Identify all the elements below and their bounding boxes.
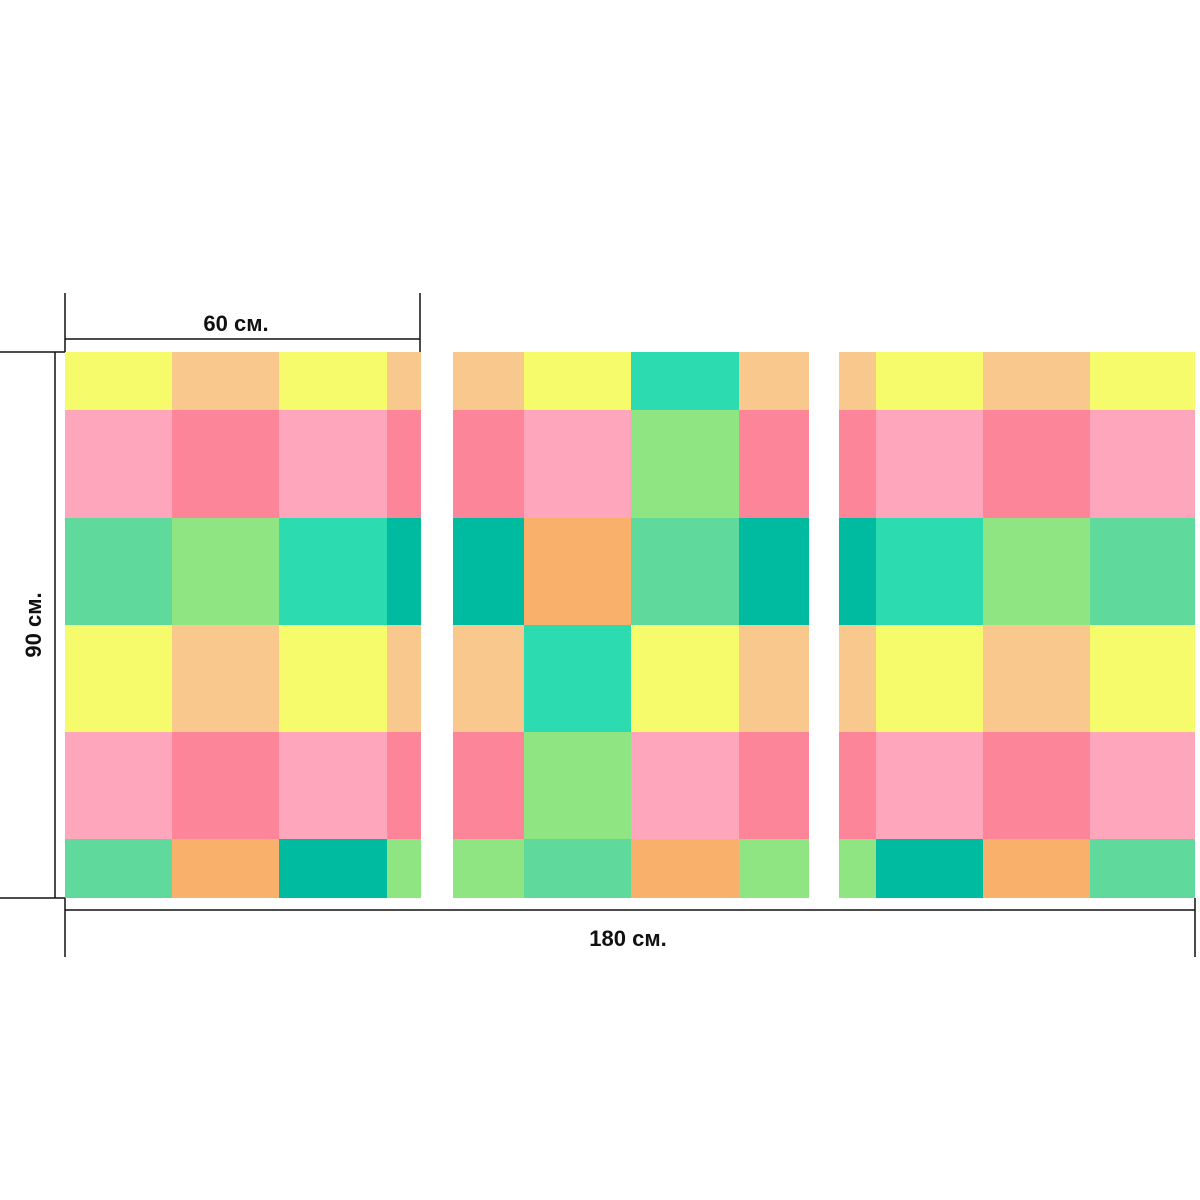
- tile: [279, 732, 387, 839]
- tile: [631, 839, 739, 898]
- tile: [1090, 732, 1195, 839]
- tile: [839, 352, 876, 410]
- tile: [279, 518, 387, 625]
- tile: [739, 839, 809, 898]
- tile: [1090, 518, 1195, 625]
- tile: [524, 352, 631, 410]
- tile: [453, 352, 524, 410]
- tile: [524, 518, 631, 625]
- tile: [65, 625, 172, 732]
- tile: [739, 625, 809, 732]
- tile: [524, 625, 631, 732]
- tile: [739, 410, 809, 518]
- tile: [172, 518, 279, 625]
- total-width-label: 180 см.: [589, 926, 666, 951]
- tile: [839, 839, 876, 898]
- height-label: 90 см.: [21, 592, 46, 657]
- tile: [453, 732, 524, 839]
- tile: [279, 625, 387, 732]
- tile: [1090, 410, 1195, 518]
- tile: [65, 518, 172, 625]
- tile: [65, 352, 172, 410]
- tile: [631, 625, 739, 732]
- tile: [739, 732, 809, 839]
- tile: [876, 839, 983, 898]
- tile: [983, 352, 1090, 410]
- tile: [279, 352, 387, 410]
- tile: [876, 625, 983, 732]
- tile: [983, 839, 1090, 898]
- tile: [524, 410, 631, 518]
- canvas-panels: [65, 352, 1195, 898]
- tile: [983, 732, 1090, 839]
- tile: [1090, 352, 1195, 410]
- tile: [65, 732, 172, 839]
- tile: [172, 732, 279, 839]
- tile: [631, 732, 739, 839]
- tile: [631, 352, 739, 410]
- tile: [387, 518, 421, 625]
- tile: [739, 352, 809, 410]
- tile: [172, 625, 279, 732]
- tile: [983, 518, 1090, 625]
- tile: [453, 839, 524, 898]
- tile: [387, 625, 421, 732]
- tile: [839, 518, 876, 625]
- tile: [631, 518, 739, 625]
- tile: [453, 518, 524, 625]
- tile: [453, 410, 524, 518]
- tile: [876, 518, 983, 625]
- tile: [983, 625, 1090, 732]
- tile: [279, 410, 387, 518]
- tile: [631, 410, 739, 518]
- tile: [524, 732, 631, 839]
- tile: [65, 410, 172, 518]
- tile: [387, 352, 421, 410]
- tile: [279, 839, 387, 898]
- tile: [453, 625, 524, 732]
- tile: [172, 839, 279, 898]
- tile: [387, 732, 421, 839]
- tile: [739, 518, 809, 625]
- tile: [839, 732, 876, 839]
- panel-width-label: 60 см.: [203, 311, 268, 336]
- tile: [839, 625, 876, 732]
- dimension-lines: [0, 293, 1196, 957]
- tile: [839, 410, 876, 518]
- tile: [172, 352, 279, 410]
- tile: [876, 732, 983, 839]
- tile: [876, 410, 983, 518]
- tile: [524, 839, 631, 898]
- tile: [65, 839, 172, 898]
- tile: [1090, 839, 1195, 898]
- tile: [387, 410, 421, 518]
- tile: [876, 352, 983, 410]
- tile: [387, 839, 421, 898]
- tile: [983, 410, 1090, 518]
- tile: [1090, 625, 1195, 732]
- tile: [172, 410, 279, 518]
